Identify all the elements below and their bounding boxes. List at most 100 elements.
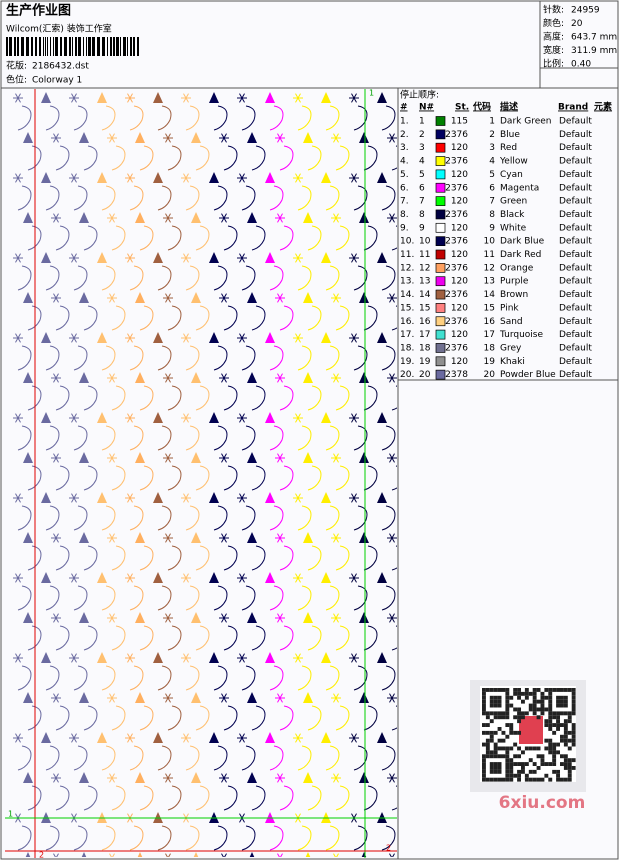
stitch [223,785,238,811]
stitch [213,265,228,291]
row-brand: Default [559,357,592,367]
stitch [307,385,322,411]
row-swatch [435,249,446,260]
qr-module [482,758,486,763]
stitch [83,305,98,331]
stitch [351,173,357,183]
qr-module [540,758,545,763]
qr-module [532,777,537,782]
stitch [111,225,126,251]
stitch [129,265,144,291]
qr-module [517,707,521,712]
stitch [389,453,395,463]
file: 2186432.dst [32,62,89,72]
row-brand: Default [559,290,592,300]
qr-module [540,777,545,782]
row-name: Cyan [500,170,523,180]
stitch [325,585,340,611]
stitch [41,172,51,183]
stitch [81,852,87,857]
column-header: St. [455,103,469,113]
row-needle: 20 [419,370,431,380]
stitch [297,425,312,451]
qr-module [532,746,537,751]
qr-module [544,738,549,743]
stitch [303,772,313,783]
qr-module [536,699,541,704]
stitch [389,613,395,623]
stitch [251,225,266,251]
stitch [183,573,189,583]
stitch [183,493,189,503]
stitch [295,653,301,663]
row-brand: Default [559,157,592,167]
stitch [111,145,126,171]
qr-module [485,742,490,747]
stitch [79,132,89,143]
stitch [335,785,350,811]
qr-module [509,730,514,735]
marker: 1 [369,89,374,98]
qr-module [505,750,510,755]
stitch [303,132,313,143]
stitch [53,373,59,383]
row-brand: Default [559,303,592,313]
stitch [79,292,89,303]
bar [116,37,119,56]
stitch [351,573,357,583]
stitch [25,852,31,857]
column-header: N# [419,103,434,113]
stitch [279,385,294,411]
qr-module [513,742,518,747]
stitch [101,825,116,851]
stitch [333,293,339,303]
stitch [279,305,294,331]
stitch [167,705,182,731]
stitch [53,693,59,703]
stitch [389,773,395,783]
stitch [269,425,284,451]
stitch [27,225,42,251]
stitch [79,532,89,543]
stitch [97,92,107,103]
stitch [167,785,182,811]
stitch [129,825,144,851]
qr-module [567,719,572,724]
qr-module [556,711,560,716]
qr-module [544,707,549,712]
stitch [269,665,284,691]
qr-module [497,766,502,770]
stitch [247,212,257,223]
row-code: 10 [484,237,496,247]
stitch [165,773,171,783]
bar [83,37,84,56]
stitch [15,733,21,743]
row-brand: Default [559,170,592,180]
stitch [325,825,340,851]
stitch [377,652,387,663]
stitch [307,225,322,251]
stitch [363,145,378,171]
row-brand: Default [559,197,592,207]
stitch [185,265,200,291]
qr-module [501,746,506,751]
row-name: Yellow [499,157,528,167]
stitch [389,373,395,383]
stitch [73,425,88,451]
qr-module [517,773,521,778]
qr-module [540,762,545,766]
qr-module [548,777,553,782]
qr-module [493,688,498,692]
row-stitches: 2376 [445,157,468,167]
row-index: 9. [400,223,409,233]
stitch [111,385,126,411]
row-stitches: 2376 [445,317,468,327]
stitch [321,92,331,103]
stitch [109,693,115,703]
stitch [325,345,340,371]
row-name: Blue [500,130,520,140]
stitch [127,253,133,263]
stitch [79,692,89,703]
qr-module [571,707,576,712]
stitch [97,412,107,423]
